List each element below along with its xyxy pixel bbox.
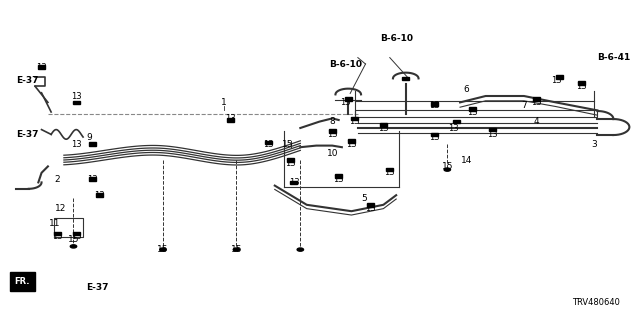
Text: 13: 13 [449,124,459,132]
Text: 13: 13 [93,191,104,200]
Bar [265,140,272,144]
Text: 10: 10 [326,149,338,158]
Circle shape [297,248,303,251]
Text: 13: 13 [531,98,542,107]
Text: TRV480640: TRV480640 [572,298,620,307]
Circle shape [444,168,451,171]
Text: 13: 13 [333,175,344,184]
Bar [38,65,45,69]
Text: 13: 13 [340,98,350,107]
Bar [380,123,387,127]
Text: 5: 5 [362,194,367,203]
Text: 13: 13 [225,114,236,123]
Bar [95,193,102,197]
Text: 13: 13 [429,133,440,142]
Text: FR.: FR. [15,277,30,286]
Text: 13: 13 [327,130,337,139]
Text: 13: 13 [365,204,376,212]
Text: E-37: E-37 [16,130,38,139]
Bar [431,102,438,106]
Bar [351,117,358,120]
Bar [73,100,80,104]
Text: 8: 8 [330,117,335,126]
Bar [387,168,394,172]
Bar [291,180,298,184]
Text: 1: 1 [221,98,227,107]
Text: 13: 13 [429,101,440,110]
Text: 13: 13 [346,140,356,148]
Text: 13: 13 [72,232,82,241]
FancyBboxPatch shape [10,272,35,291]
Text: E-37: E-37 [16,76,38,84]
Text: 2: 2 [54,175,60,184]
Bar [488,128,495,131]
Text: 13: 13 [87,175,98,184]
Text: B-6-41: B-6-41 [598,53,630,62]
Text: 13: 13 [36,63,47,72]
Text: 4: 4 [534,117,540,126]
Text: 15: 15 [157,245,169,254]
Bar [403,77,409,80]
Text: 11: 11 [49,220,60,228]
Bar [348,139,355,143]
Bar [469,107,476,110]
Bar [533,97,540,101]
Text: 15: 15 [68,236,79,244]
Text: 15: 15 [282,140,293,148]
Circle shape [70,245,77,248]
Text: 13: 13 [263,140,274,148]
Text: 13: 13 [289,178,300,187]
Text: 6: 6 [463,85,469,94]
Text: B-6-10: B-6-10 [329,60,362,68]
Text: 12: 12 [55,204,67,212]
Circle shape [233,248,239,251]
Bar [453,120,460,123]
Text: 13: 13 [52,232,63,241]
Bar [345,97,352,101]
Bar [54,232,61,236]
Text: 13: 13 [72,140,82,148]
Text: 15: 15 [230,245,242,254]
Text: 13: 13 [468,108,478,116]
Text: 15: 15 [442,162,453,171]
Text: 13: 13 [486,130,497,139]
Bar [287,158,294,162]
Text: 9: 9 [86,133,92,142]
Bar [227,118,234,122]
Bar [578,82,585,85]
Text: 14: 14 [461,156,472,164]
Bar [367,203,374,207]
Circle shape [160,248,166,251]
Text: B-6-10: B-6-10 [380,34,413,43]
Bar [89,142,96,146]
Bar [73,232,80,236]
Bar [431,132,438,136]
Text: 7: 7 [521,101,527,110]
Text: E-37: E-37 [86,284,109,292]
Bar [556,75,563,79]
Text: 13: 13 [349,117,360,126]
Bar [335,174,342,178]
Bar [89,177,96,181]
Text: 13: 13 [72,92,82,100]
Text: 3: 3 [591,140,597,148]
Text: 13: 13 [285,159,296,168]
Text: 13: 13 [385,168,395,177]
Text: 13: 13 [550,76,561,84]
Text: 13: 13 [378,124,388,132]
Text: 13: 13 [576,82,587,91]
Bar [329,130,336,133]
